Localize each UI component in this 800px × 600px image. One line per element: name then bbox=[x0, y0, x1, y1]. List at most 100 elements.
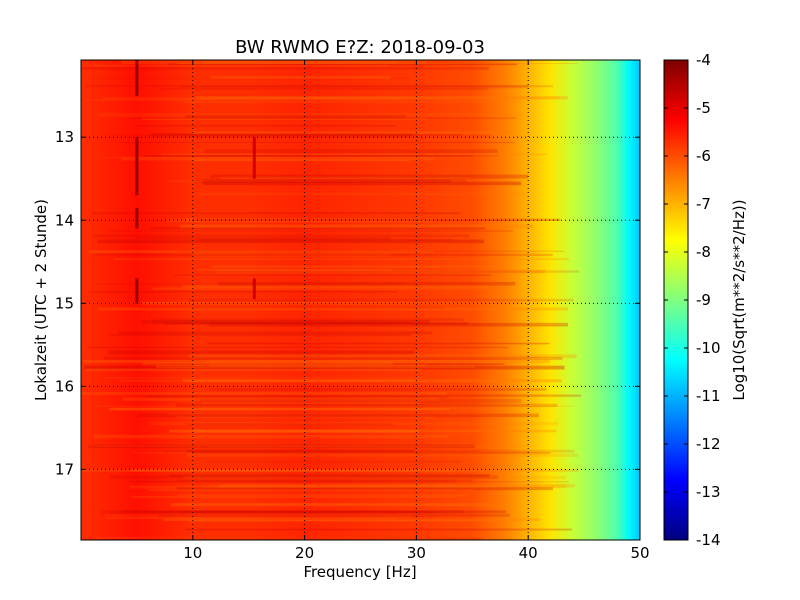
spectral-band bbox=[188, 298, 574, 302]
spectral-band bbox=[166, 412, 524, 416]
spectral-band bbox=[110, 475, 499, 479]
spectral-band bbox=[148, 489, 475, 491]
spectral-band bbox=[182, 379, 562, 383]
spectral-band bbox=[209, 446, 487, 448]
spectral-band bbox=[102, 97, 404, 100]
spectral-band bbox=[198, 238, 454, 241]
spectral-band bbox=[150, 227, 486, 230]
spectral-band bbox=[103, 356, 563, 360]
spectral-band bbox=[197, 269, 393, 271]
spectral-features bbox=[135, 60, 256, 304]
spectral-band bbox=[85, 99, 502, 101]
plot-frame bbox=[80, 59, 641, 541]
spectral-band bbox=[219, 483, 576, 488]
x-tick-label: 50 bbox=[630, 544, 649, 562]
spectral-band bbox=[169, 474, 490, 478]
colorbar-tick-label: -10 bbox=[696, 339, 721, 357]
spectral-band bbox=[149, 421, 559, 426]
spectral-band bbox=[193, 429, 557, 433]
y-tick-label: 17 bbox=[55, 460, 74, 478]
spectral-band bbox=[153, 318, 464, 322]
spectral-band bbox=[177, 479, 474, 482]
spectral-band bbox=[94, 253, 553, 257]
spectral-band bbox=[176, 487, 554, 491]
spectral-band bbox=[114, 407, 494, 410]
spectral-band bbox=[98, 307, 569, 311]
spectral-band bbox=[202, 181, 522, 186]
spectral-band bbox=[91, 65, 389, 67]
spectral-line-feature bbox=[252, 278, 256, 300]
spectral-band bbox=[142, 118, 428, 120]
colorbar-tick-label: -9 bbox=[696, 291, 711, 309]
y-axis-label: Lokalzeit (UTC + 2 Stunde) bbox=[32, 199, 50, 401]
colorbar-tick-label: -8 bbox=[696, 243, 711, 261]
spectral-band bbox=[101, 510, 464, 514]
spectral-band bbox=[124, 481, 569, 483]
x-tick-label: 40 bbox=[519, 544, 538, 562]
spectral-band bbox=[152, 287, 505, 290]
spectral-band bbox=[137, 413, 539, 418]
spectral-band bbox=[176, 403, 558, 407]
colorbar-tick-label: -7 bbox=[696, 195, 711, 213]
spectral-band bbox=[206, 342, 550, 345]
spectral-band bbox=[192, 159, 409, 162]
spectral-band bbox=[209, 363, 428, 368]
spectral-band bbox=[201, 401, 421, 404]
spectral-band bbox=[99, 538, 483, 540]
horizontal-bands bbox=[81, 60, 582, 540]
colorbar-tick-label: -14 bbox=[696, 531, 721, 549]
spectrogram-background bbox=[81, 60, 640, 540]
spectral-band bbox=[90, 445, 531, 447]
spectral-band bbox=[145, 394, 582, 397]
spectral-band bbox=[143, 155, 473, 157]
spectral-band bbox=[207, 460, 462, 463]
spectral-band bbox=[152, 133, 413, 137]
spectral-band bbox=[180, 511, 438, 514]
spectral-band bbox=[109, 230, 514, 232]
spectral-line-feature bbox=[135, 278, 139, 304]
spectral-band bbox=[202, 60, 398, 65]
spectral-band bbox=[138, 537, 451, 539]
spectral-band bbox=[192, 253, 391, 257]
spectral-band bbox=[81, 67, 490, 70]
spectral-band bbox=[118, 331, 432, 335]
spectral-band bbox=[163, 518, 541, 521]
colorbar-tick-label: -11 bbox=[696, 387, 721, 405]
spectral-band bbox=[106, 134, 493, 137]
spectral-band bbox=[95, 537, 449, 539]
spectral-band bbox=[115, 511, 421, 513]
spectral-band bbox=[131, 117, 517, 120]
spectral-band bbox=[177, 494, 468, 496]
spectral-band bbox=[93, 234, 470, 238]
spectral-line-feature bbox=[252, 137, 256, 179]
spectral-band bbox=[212, 96, 559, 99]
spectral-band bbox=[178, 85, 529, 89]
spectral-band bbox=[121, 157, 435, 161]
spectral-band bbox=[196, 96, 568, 100]
spectral-band bbox=[182, 284, 489, 288]
colorbar-tick-label: -5 bbox=[696, 99, 711, 117]
spectral-band bbox=[102, 156, 489, 158]
y-tick-label: 14 bbox=[55, 211, 74, 229]
spectral-band bbox=[204, 149, 498, 154]
spectral-band bbox=[150, 321, 413, 324]
spectral-band bbox=[168, 63, 517, 66]
spectral-band bbox=[141, 320, 430, 324]
spectral-band bbox=[194, 179, 451, 184]
spectral-band bbox=[169, 429, 420, 433]
spectral-line-feature bbox=[135, 60, 139, 96]
spectral-band bbox=[192, 218, 561, 221]
colorbar: -4 -5 -6 -7 -8 -9 -10 -11 -12 -13 -14 Log10(Sqrt(m… bbox=[663, 51, 748, 549]
spectral-band bbox=[119, 141, 515, 144]
spectral-band bbox=[210, 76, 391, 79]
spectral-band bbox=[83, 359, 550, 364]
spectral-band bbox=[92, 434, 449, 439]
spectral-band bbox=[85, 368, 423, 371]
spectral-band bbox=[185, 423, 394, 426]
spectral-band bbox=[182, 475, 566, 480]
spectral-band bbox=[144, 363, 505, 365]
colorbar-tick-label: -12 bbox=[696, 435, 721, 453]
x-tick-label: 30 bbox=[407, 544, 426, 562]
spectral-band bbox=[177, 250, 565, 252]
spectral-line-feature bbox=[135, 207, 139, 229]
